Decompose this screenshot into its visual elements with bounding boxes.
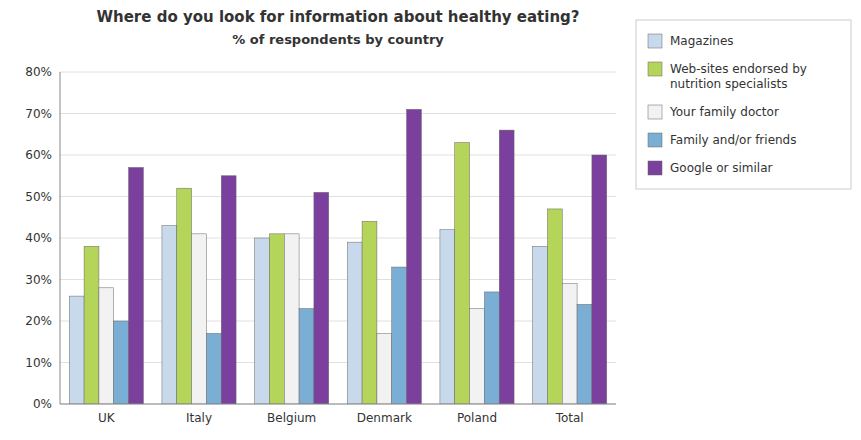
bar [547,209,562,404]
legend-swatch [648,34,662,48]
bar [455,143,470,404]
legend-label: Magazines [670,34,734,48]
bar [284,234,299,404]
grid-line [60,404,616,405]
bar [392,267,407,404]
y-tick-label: 80% [25,65,52,79]
bar [577,304,592,404]
bars [69,109,606,404]
bar [177,188,192,404]
x-axis-line [60,404,616,405]
bar [99,288,114,404]
bar [562,284,577,404]
bar [347,242,362,404]
y-tick-label: 60% [25,148,52,162]
chart: Where do you look for information about … [0,0,861,440]
x-tick-label: Total [555,411,584,425]
x-tick-label: Poland [457,411,497,425]
bar [129,167,144,404]
legend-frame [636,20,851,189]
y-tick-label: 40% [25,231,52,245]
bar [84,246,99,404]
bar [221,176,236,404]
bar [407,109,422,404]
bar [440,230,455,404]
legend-label: Google or similar [670,161,773,175]
legend-label: Family and/or friends [670,133,797,147]
x-tick-label: UK [98,411,116,425]
legend-swatch [648,105,662,119]
bar [69,296,84,404]
y-axis-line [60,72,61,404]
bar [192,234,207,404]
title: Where do you look for information about … [96,8,579,26]
x-tick-label: Denmark [357,411,412,425]
grid-line [60,72,616,73]
legend-label: Web-sites endorsed bynutrition specialis… [670,62,807,91]
bar [114,321,129,404]
y-tick-label: 0% [33,397,52,411]
legend-swatch [648,62,662,76]
bar [470,309,485,404]
grid-line [60,155,616,156]
x-tick-label: Belgium [267,411,316,425]
bar [533,246,548,404]
grid-line [60,113,616,114]
bar [362,221,377,404]
y-tick-label: 50% [25,190,52,204]
x-tick-label: Italy [186,411,212,425]
subtitle: % of respondents by country [232,32,444,47]
chart-container: Where do you look for information about … [0,0,861,440]
y-tick-label: 30% [25,273,52,287]
bar [377,333,392,404]
y-tick-label: 70% [25,107,52,121]
bar [269,234,284,404]
legend-label: Your family doctor [669,105,779,119]
y-axis: 0% 10% 20% 30% 40% 50% 60% 70% 80% [25,65,616,411]
bar [314,192,329,404]
bar [162,226,177,404]
bar [499,130,514,404]
legend-swatch [648,133,662,147]
y-tick-label: 20% [25,314,52,328]
y-tick-label: 10% [25,356,52,370]
legend-swatch [648,161,662,175]
bar [255,238,270,404]
bar [206,333,221,404]
bar [484,292,499,404]
legend: Magazines Web-sites endorsed bynutrition … [636,20,851,189]
bar [592,155,607,404]
bar [299,309,314,404]
